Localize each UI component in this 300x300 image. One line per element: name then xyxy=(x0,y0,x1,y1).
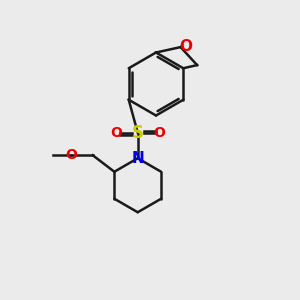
Text: O: O xyxy=(110,126,122,140)
Text: O: O xyxy=(65,148,77,162)
Text: O: O xyxy=(179,39,193,54)
Text: O: O xyxy=(153,126,165,140)
Text: S: S xyxy=(132,124,144,142)
Text: N: N xyxy=(131,151,144,166)
